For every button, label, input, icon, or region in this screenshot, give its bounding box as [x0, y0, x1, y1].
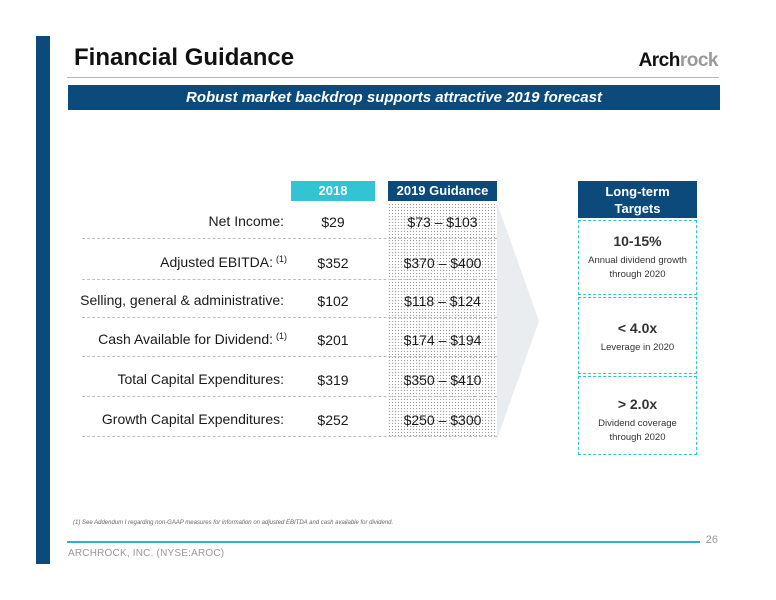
value-2018: $252 [317, 412, 349, 428]
title-divider [67, 77, 719, 78]
target-description: Dividend coverage [598, 418, 677, 429]
row-label: Net Income: [209, 213, 287, 229]
value-2018: $319 [317, 372, 349, 388]
target-value: < 4.0x [617, 320, 658, 336]
row-divider [82, 317, 497, 318]
row-label-text: Growth Capital Expenditures: [101, 411, 284, 427]
row-label-text: Adjusted EBITDA: [160, 254, 273, 270]
arrow-chevron-icon [497, 203, 539, 439]
value-2019-guidance: $350 – $410 [403, 372, 482, 388]
target-value: 10-15% [613, 233, 662, 249]
table-row: Adjusted EBITDA: (1) $352 $370 – $400 [82, 242, 497, 280]
row-divider [82, 396, 497, 397]
target-value: > 2.0x [617, 396, 658, 412]
row-footnote-marker: (1) [276, 254, 287, 264]
value-2018: $29 [321, 214, 345, 230]
row-label-text: Total Capital Expenditures: [117, 371, 284, 387]
row-label: Selling, general & administrative: [80, 292, 287, 308]
targets-header-line1: Long-term [605, 184, 670, 199]
left-accent-bar [36, 36, 50, 564]
table-row: Cash Available for Dividend: (1) $201 $17… [82, 319, 497, 357]
row-divider [82, 279, 497, 280]
logo-text-arch: Arch [638, 50, 681, 71]
target-description: Annual dividend growth [588, 255, 687, 266]
value-2019-guidance: $174 – $194 [403, 332, 482, 348]
guidance-column-shading [388, 203, 497, 438]
long-term-targets-header: Long-term Targets [578, 181, 697, 218]
row-label-text: Selling, general & administrative: [80, 292, 284, 308]
row-divider [82, 436, 497, 437]
table-row: Total Capital Expenditures: $319 $350 – … [82, 359, 497, 397]
targets-header-line2: Targets [614, 201, 661, 216]
row-label: Cash Available for Dividend: (1) [98, 331, 287, 347]
table-row: Selling, general & administrative: $102 … [80, 280, 497, 318]
value-2018: $352 [317, 255, 349, 271]
value-2019-guidance: $73 – $103 [407, 214, 478, 230]
column-header-2019-guidance: 2019 Guidance [388, 181, 497, 201]
value-2019-guidance: $250 – $300 [403, 412, 482, 428]
logo-text-rock: rock [679, 50, 719, 71]
table-row: Net Income: $29 $73 – $103 [82, 201, 497, 239]
value-2019-guidance: $118 – $124 [404, 293, 481, 309]
target-description-line2: through 2020 [609, 432, 666, 443]
page-number: 26 [705, 534, 718, 546]
footnote: (1) See Addendum I regarding non-GAAP me… [73, 520, 394, 526]
target-description-line2: through 2020 [609, 269, 666, 280]
row-footnote-marker: (1) [276, 331, 287, 341]
row-label: Total Capital Expenditures: [117, 371, 287, 387]
row-divider [82, 356, 497, 357]
row-label: Growth Capital Expenditures: [102, 411, 287, 427]
footer-company-name: ARCHROCK, INC. (NYSE:AROC) [68, 548, 225, 559]
headline-banner: Robust market backdrop supports attracti… [68, 85, 720, 110]
page-title: Financial Guidance [74, 44, 295, 71]
row-label-text: Cash Available for Dividend: [98, 331, 273, 347]
column-header-2018: 2018 [291, 181, 375, 201]
target-card-dividend-growth: 10-15% Annual dividend growth through 20… [578, 220, 697, 295]
target-card-dividend-coverage: > 2.0x Dividend coverage through 2020 [578, 376, 697, 455]
value-2018: $102 [317, 293, 349, 309]
row-label: Adjusted EBITDA: (1) [160, 254, 287, 270]
footer-divider [67, 541, 700, 543]
row-label-text: Net Income: [208, 213, 284, 229]
target-description: Leverage in 2020 [600, 342, 675, 353]
archrock-logo: Archrock [638, 50, 719, 72]
table-row: Growth Capital Expenditures: $252 $250 –… [82, 399, 497, 437]
value-2019-guidance: $370 – $400 [403, 255, 482, 271]
value-2018: $201 [317, 332, 349, 348]
row-divider [82, 238, 497, 239]
target-card-leverage: < 4.0x Leverage in 2020 [578, 297, 697, 374]
